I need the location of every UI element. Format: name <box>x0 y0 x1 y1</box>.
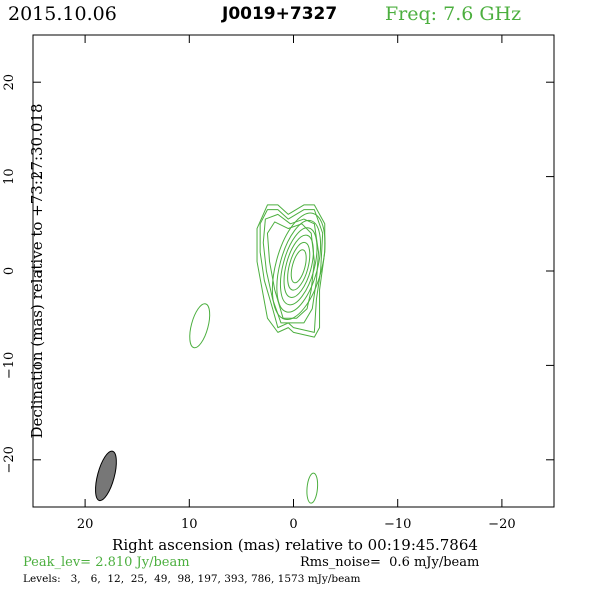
core-contour <box>287 241 311 291</box>
y-tick-label: −20 <box>2 446 17 473</box>
beam-layer <box>95 450 117 502</box>
core-contour <box>271 212 326 320</box>
observation-date: 2015.10.06 <box>8 3 117 25</box>
axis-ticks <box>33 35 554 507</box>
contour-line <box>266 221 315 319</box>
plot-frame <box>32 34 555 508</box>
contour-layer <box>189 204 326 504</box>
y-tick-label: 10 <box>2 168 17 185</box>
y-tick-label: 20 <box>2 74 17 91</box>
isolated-component <box>189 303 211 349</box>
isolated-component <box>306 472 319 504</box>
y-tick-label: −10 <box>2 352 17 379</box>
peak-level: Peak_lev= 2.810 Jy/beam <box>23 555 190 570</box>
frequency-label: Freq: 7.6 GHz <box>385 3 521 25</box>
x-tick-label: 0 <box>289 517 297 532</box>
x-tick-label: −10 <box>384 517 411 532</box>
contour-line <box>256 204 326 338</box>
y-tick-labels: −20 −10 0 10 20 <box>2 74 17 474</box>
core-contour <box>290 249 307 284</box>
contour-line <box>259 209 324 333</box>
y-tick-label: 0 <box>2 267 17 275</box>
x-axis-label: Right ascension (mas) relative to 00:19:… <box>112 536 478 554</box>
core-contour <box>283 234 314 298</box>
x-tick-label: 10 <box>181 517 198 532</box>
core-contour <box>276 219 322 313</box>
source-name: J0019+7327 <box>221 4 337 24</box>
core-contour <box>279 227 318 306</box>
rms-noise: Rms_noise= 0.6 mJy/beam <box>300 555 479 570</box>
beam-ellipse <box>95 450 117 502</box>
x-tick-label: 20 <box>77 517 94 532</box>
x-tick-labels: 20 10 0 −10 −20 <box>77 517 516 532</box>
contour-line <box>262 213 320 324</box>
contour-levels: Levels: 3, 6, 12, 25, 49, 98, 197, 393, … <box>23 573 361 585</box>
y-axis-label: Declination (mas) relative to +73:27:30.… <box>28 103 46 438</box>
x-tick-label: −20 <box>488 517 515 532</box>
